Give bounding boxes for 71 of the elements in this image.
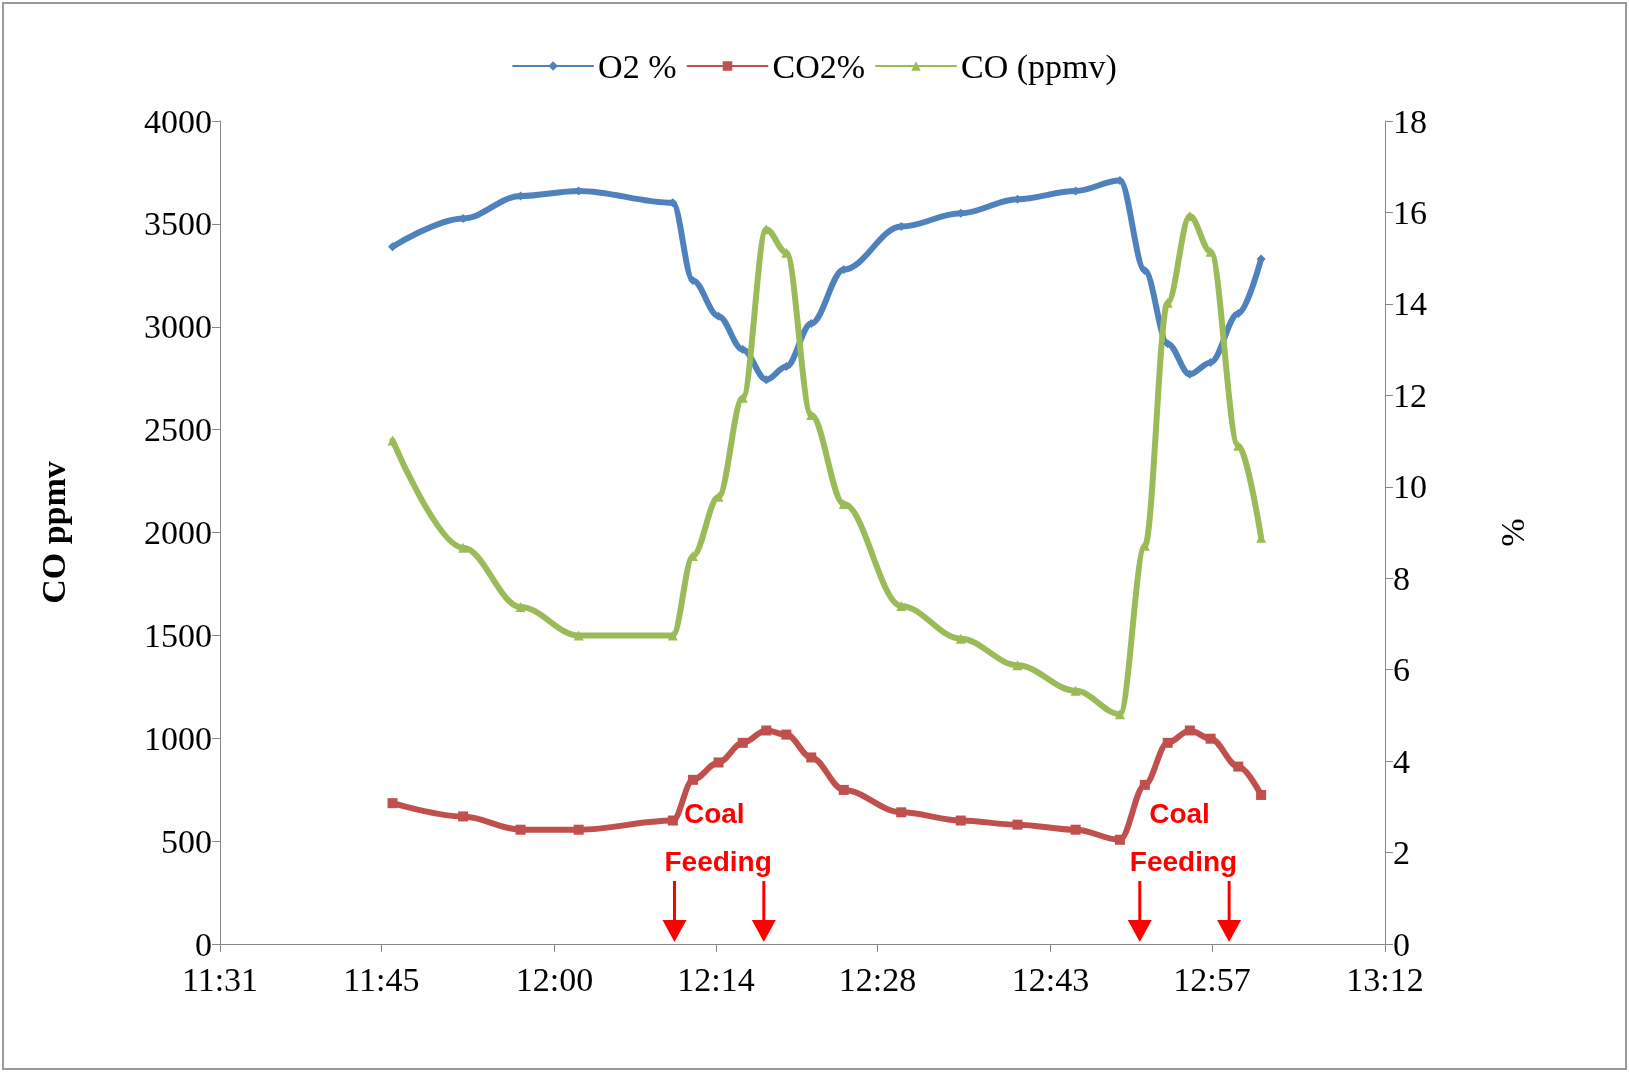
point xyxy=(896,807,907,818)
point xyxy=(713,757,724,768)
y-axis-title: CO ppmv xyxy=(34,461,72,604)
y-tick-label: 4000 xyxy=(144,102,212,140)
point xyxy=(1256,789,1267,800)
x-tick-label: 12:28 xyxy=(838,960,917,998)
point xyxy=(838,498,849,509)
y-tick-label: 1500 xyxy=(144,616,212,654)
point xyxy=(896,600,907,611)
x-tick-label: 12:57 xyxy=(1173,960,1251,998)
point xyxy=(573,824,584,835)
point xyxy=(1012,660,1023,671)
y2-tick-label: 18 xyxy=(1393,102,1427,140)
point xyxy=(1205,733,1216,744)
point xyxy=(1070,685,1081,696)
point xyxy=(761,725,772,736)
point xyxy=(515,824,526,835)
point xyxy=(1162,297,1173,308)
point xyxy=(388,242,398,252)
y-tick-label: 3500 xyxy=(144,205,212,243)
point xyxy=(515,601,526,612)
point xyxy=(838,784,849,795)
y-tick-label: 3000 xyxy=(144,308,212,346)
point xyxy=(1184,725,1195,736)
legend-label: O2 % xyxy=(598,47,677,85)
point xyxy=(1162,737,1173,748)
point xyxy=(781,729,792,740)
point xyxy=(667,630,678,641)
annotation: Coal Feeding xyxy=(664,797,772,877)
y-tick-label: 0 xyxy=(195,925,212,963)
annotation: Coal Feeding xyxy=(1129,797,1238,877)
y2-tick-label: 14 xyxy=(1393,285,1427,323)
point xyxy=(955,633,966,644)
y2-axis-title: % xyxy=(1493,518,1531,547)
point xyxy=(687,774,698,785)
point xyxy=(1114,709,1125,720)
point xyxy=(458,811,469,822)
point xyxy=(737,737,748,748)
point xyxy=(1233,761,1244,772)
x-tick-label: 12:00 xyxy=(515,960,594,998)
x-tick-label: 11:45 xyxy=(343,960,420,998)
point xyxy=(1140,266,1150,276)
point xyxy=(955,815,966,826)
y-tick-label: 1000 xyxy=(144,719,212,757)
point xyxy=(1070,824,1081,835)
point xyxy=(573,630,584,641)
point xyxy=(1114,834,1125,845)
x-tick-label: 13:12 xyxy=(1346,960,1424,998)
y2-tick-label: 2 xyxy=(1393,834,1410,872)
point xyxy=(1139,779,1150,790)
y-tick-label: 2000 xyxy=(144,514,212,551)
y2-tick-label: 0 xyxy=(1393,925,1410,963)
x-tick-label: 12:14 xyxy=(677,960,755,998)
y2-tick-label: 10 xyxy=(1393,468,1427,506)
point xyxy=(387,435,398,446)
legend-label: CO2% xyxy=(772,47,866,85)
point xyxy=(1012,819,1023,830)
y-tick-label: 2500 xyxy=(144,411,212,449)
y2-tick-label: 8 xyxy=(1393,559,1410,597)
point xyxy=(806,752,817,763)
y2-tick-label: 4 xyxy=(1393,742,1410,780)
point xyxy=(667,815,678,826)
point xyxy=(387,798,398,809)
y2-tick-label: 6 xyxy=(1393,651,1410,689)
y2-tick-label: 12 xyxy=(1393,376,1427,414)
x-tick-label: 12:43 xyxy=(1011,960,1090,998)
point xyxy=(458,542,469,553)
x-tick-label: 11:31 xyxy=(181,960,259,998)
legend-label: CO (ppmv) xyxy=(961,47,1117,86)
y2-tick-label: 16 xyxy=(1393,193,1427,231)
y-tick-label: 500 xyxy=(161,822,212,860)
